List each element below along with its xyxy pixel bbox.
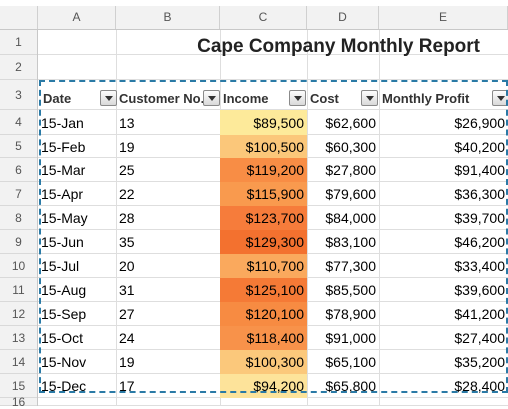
cell-cost[interactable]: $62,600 bbox=[325, 114, 376, 131]
cell-date[interactable]: 15-Aug bbox=[41, 282, 87, 298]
cell-monthly-profit[interactable]: $46,200 bbox=[454, 234, 505, 250]
cell-date[interactable]: 15-Oct bbox=[41, 330, 84, 346]
cell-customer-no[interactable]: 24 bbox=[119, 330, 135, 346]
cell-monthly-profit[interactable]: $39,700 bbox=[454, 210, 505, 226]
cell-cost[interactable]: $84,000 bbox=[325, 210, 376, 226]
cell-cost[interactable]: $60,300 bbox=[325, 138, 376, 155]
row-header[interactable]: 1 bbox=[0, 30, 37, 55]
column-header-e[interactable]: E bbox=[379, 6, 508, 29]
header-cost[interactable]: Cost bbox=[310, 91, 339, 106]
gridline bbox=[38, 54, 508, 55]
cell-income[interactable]: $94,200 bbox=[220, 374, 307, 398]
report-title[interactable]: Cape Company Monthly Report bbox=[197, 36, 480, 57]
column-header-a[interactable]: A bbox=[38, 6, 116, 29]
filter-dropdown-cost[interactable] bbox=[361, 90, 378, 106]
row-header[interactable]: 6 bbox=[0, 158, 37, 182]
cell-monthly-profit[interactable]: $41,200 bbox=[454, 306, 505, 322]
cell-income[interactable]: $123,700 bbox=[220, 206, 307, 230]
header-customer-no[interactable]: Customer No. bbox=[119, 91, 205, 106]
cell-customer-no[interactable]: 35 bbox=[119, 234, 135, 250]
row-header[interactable]: 8 bbox=[0, 206, 37, 230]
cell-cost[interactable]: $85,500 bbox=[325, 282, 376, 298]
cell-income[interactable]: $125,100 bbox=[220, 278, 307, 302]
header-income[interactable]: Income bbox=[223, 91, 269, 106]
cell-customer-no[interactable]: 17 bbox=[119, 378, 135, 394]
cell-customer-no[interactable]: 28 bbox=[119, 210, 135, 226]
cell-income[interactable]: $110,700 bbox=[220, 254, 307, 278]
filter-dropdown-income[interactable] bbox=[289, 90, 306, 106]
cell-cost[interactable]: $91,000 bbox=[325, 330, 376, 346]
cell-income[interactable]: $120,100 bbox=[220, 302, 307, 326]
row-header[interactable]: 15 bbox=[0, 374, 37, 398]
row-header[interactable]: 7 bbox=[0, 182, 37, 206]
row-header[interactable]: 10 bbox=[0, 254, 37, 278]
row-header[interactable]: 2 bbox=[0, 55, 37, 80]
header-date[interactable]: Date bbox=[43, 91, 72, 106]
header-monthly-profit[interactable]: Monthly Profit bbox=[382, 91, 470, 106]
row-header[interactable]: 5 bbox=[0, 135, 37, 158]
cell-customer-no[interactable]: 31 bbox=[119, 282, 135, 298]
column-header-d[interactable]: D bbox=[307, 6, 379, 29]
cell-date[interactable]: 15-Jun bbox=[41, 234, 84, 250]
row-header-bar: 1 2 3 4 5 6 7 8 9 10 11 12 13 14 15 16 bbox=[0, 30, 38, 408]
cell-date[interactable]: 15-Jul bbox=[41, 258, 80, 274]
filter-dropdown-monthly-profit[interactable] bbox=[492, 90, 508, 106]
cell-monthly-profit[interactable]: $26,900 bbox=[454, 114, 505, 131]
row-header[interactable]: 11 bbox=[0, 278, 37, 302]
cell-monthly-profit[interactable]: $91,400 bbox=[454, 162, 505, 178]
gridline bbox=[38, 109, 508, 110]
cell-cost[interactable]: $27,800 bbox=[325, 162, 376, 178]
cell-date[interactable]: 15-Feb bbox=[41, 138, 86, 155]
cell-cost[interactable]: $79,600 bbox=[325, 186, 376, 202]
cell-monthly-profit[interactable]: $36,300 bbox=[454, 186, 505, 202]
cell-date[interactable]: 15-Apr bbox=[41, 186, 84, 202]
cell-customer-no[interactable]: 27 bbox=[119, 306, 135, 322]
cell-income[interactable]: $100,500 bbox=[220, 135, 307, 158]
cell-monthly-profit[interactable]: $40,200 bbox=[454, 138, 505, 155]
row-header[interactable]: 9 bbox=[0, 230, 37, 254]
row-header[interactable]: 3 bbox=[0, 80, 37, 110]
row-header[interactable]: 13 bbox=[0, 326, 37, 350]
cell-income[interactable]: $89,500 bbox=[220, 110, 307, 135]
row-header[interactable]: 12 bbox=[0, 302, 37, 326]
row-header[interactable]: 4 bbox=[0, 110, 37, 135]
column-header-c[interactable]: C bbox=[220, 6, 307, 29]
filter-dropdown-date[interactable] bbox=[100, 90, 117, 106]
column-header-b[interactable]: B bbox=[116, 6, 220, 29]
cell-date[interactable]: 15-Dec bbox=[41, 378, 87, 394]
cell-date[interactable]: 15-Nov bbox=[41, 354, 87, 370]
cell-monthly-profit[interactable]: $35,200 bbox=[454, 354, 505, 370]
cell-customer-no[interactable]: 19 bbox=[119, 138, 135, 155]
cell-income[interactable]: $115,900 bbox=[220, 182, 307, 206]
cell-monthly-profit[interactable]: $28,400 bbox=[454, 378, 505, 394]
cell-cost[interactable]: $83,100 bbox=[325, 234, 376, 250]
cell-income[interactable]: $119,200 bbox=[220, 158, 307, 182]
column-header-bar: A B C D E bbox=[0, 6, 508, 30]
cell-customer-no[interactable]: 19 bbox=[119, 354, 135, 370]
cell-customer-no[interactable]: 22 bbox=[119, 186, 135, 202]
cell-monthly-profit[interactable]: $33,400 bbox=[454, 258, 505, 274]
filter-dropdown-customer-no[interactable] bbox=[203, 90, 220, 106]
gridline bbox=[38, 79, 508, 80]
cell-monthly-profit[interactable]: $39,600 bbox=[454, 282, 505, 298]
cell-customer-no[interactable]: 20 bbox=[119, 258, 135, 274]
cell-income[interactable]: $100,300 bbox=[220, 350, 307, 374]
row-header[interactable]: 16 bbox=[0, 396, 37, 408]
select-all-corner[interactable] bbox=[0, 6, 38, 29]
cell-date[interactable]: 15-Jan bbox=[41, 114, 84, 131]
cell-income[interactable]: $118,400 bbox=[220, 326, 307, 350]
cell-income[interactable]: $129,300 bbox=[220, 230, 307, 254]
cell-date[interactable]: 15-Mar bbox=[41, 162, 86, 178]
cell-cost[interactable]: $78,900 bbox=[325, 306, 376, 322]
cell-monthly-profit[interactable]: $27,400 bbox=[454, 330, 505, 346]
cell-date[interactable]: 15-May bbox=[41, 210, 88, 226]
cell-cost[interactable]: $65,100 bbox=[325, 354, 376, 370]
cell-cost[interactable]: $65,800 bbox=[325, 378, 376, 394]
cell-customer-no[interactable]: 25 bbox=[119, 162, 135, 178]
cell-cost[interactable]: $77,300 bbox=[325, 258, 376, 274]
cell-date[interactable]: 15-Sep bbox=[41, 306, 87, 322]
row-header[interactable]: 14 bbox=[0, 350, 37, 374]
cell-customer-no[interactable]: 13 bbox=[119, 114, 135, 131]
